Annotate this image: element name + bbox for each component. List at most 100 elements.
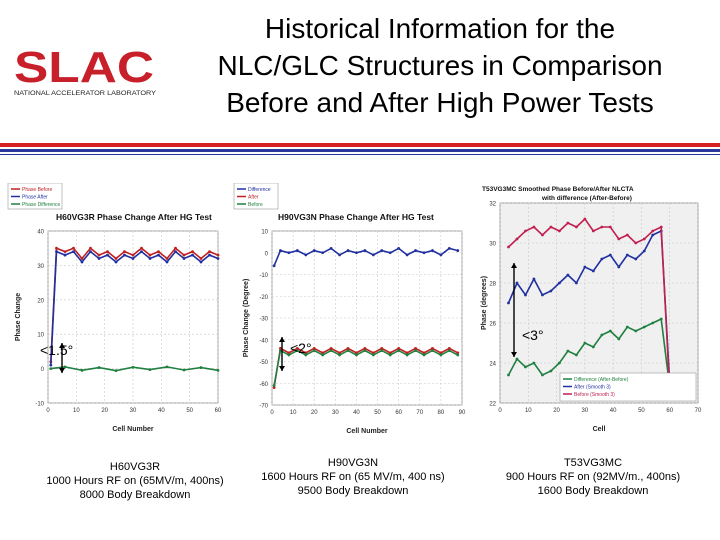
data-point [574,281,578,285]
data-point [439,351,443,355]
data-point [106,250,109,254]
data-point [608,225,612,229]
data-point [642,237,646,241]
data-point [89,246,92,250]
data-point [583,217,587,221]
title-line-2: NLC/GLC Structures in Comparison [217,50,663,81]
data-point [583,265,587,269]
x-tick-label: 10 [525,408,532,414]
legend-entry: Phase Before [22,187,53,193]
data-point [397,349,401,353]
data-point [507,373,510,377]
caption-h90vg3n-line-1: H90VG3N [327,457,379,469]
y-tick-label: 20 [37,298,44,304]
data-point [651,233,655,237]
legend-box [559,372,697,402]
data-point [659,317,663,321]
y-tick-label: 26 [489,322,496,328]
data-point [329,347,333,350]
data-point [456,249,460,252]
legend-entry: Difference (After-Before) [574,377,629,383]
data-point [312,347,316,350]
data-point [295,349,299,353]
caption-h60vg3r: H60VG3R 1000 Hours RF on (65MV/m, 400ns)… [30,460,240,502]
annotation-label: <2° [290,340,312,356]
data-point [165,260,169,264]
data-point [114,260,118,264]
data-point [272,384,276,387]
x-tick-label: 90 [459,410,466,416]
data-point [447,247,451,250]
x-tick-label: 0 [46,408,50,414]
y-tick-label: 22 [489,402,496,408]
data-point [558,361,561,365]
divider-band-blue [0,149,720,152]
y-tick-label: 30 [489,242,496,248]
data-point [549,225,553,229]
data-point [566,349,570,353]
data-point [338,351,341,355]
x-tick-label: 20 [553,408,560,414]
data-point [55,250,58,254]
annotation-arrowhead-down [279,366,285,371]
data-point [123,253,126,257]
annotation-arrowhead-down [511,352,517,357]
data-point [355,353,358,357]
data-point [89,250,92,254]
data-point [72,250,75,254]
data-point [157,253,160,257]
y-tick-label: 30 [37,264,44,270]
data-point [216,257,220,260]
data-point [456,353,460,357]
data-point [304,351,308,355]
chart-title: H60VG3R Phase Change After HG Test [56,212,212,222]
data-point [625,253,629,257]
data-point [642,249,646,253]
series-line [507,217,671,392]
data-point [515,357,519,361]
data-point [414,249,417,252]
legend-entry: Before [248,202,263,208]
y-axis-label: Phase (degrees) [481,276,488,330]
data-point [651,321,655,325]
annotation-arrowhead-up [511,263,517,268]
plot-area [271,230,463,406]
data-point [439,353,443,357]
y-tick-label: -60 [259,382,268,388]
data-point [182,368,186,372]
data-point [148,257,152,260]
data-point [174,246,177,250]
data-point [165,257,169,260]
data-point [80,257,84,260]
slac-logo-subtext: NATIONAL ACCELERATOR LABORATORY [14,90,156,97]
data-point [199,260,203,264]
data-point [329,349,333,353]
data-point [157,250,160,254]
data-point [279,249,282,252]
divider-band-red [0,143,720,147]
caption-h90vg3n-line-3: 9500 Body Breakdown [297,485,409,497]
x-tick-label: 80 [438,410,445,416]
title-line-3: Before and After High Power Tests [226,87,654,118]
data-point [355,351,358,355]
data-point [549,289,553,293]
data-point [191,250,194,254]
data-point [114,369,118,373]
data-point [321,251,325,255]
data-point [625,233,629,237]
data-point [49,363,53,367]
y-tick-label: 40 [37,230,44,236]
data-point [346,249,350,252]
data-point [380,347,384,350]
data-point [363,347,367,350]
data-point [182,257,186,260]
data-point [355,251,358,255]
data-point [312,349,316,353]
data-point [371,351,375,355]
x-tick-label: 0 [270,410,274,416]
data-point [295,249,299,252]
data-point [49,367,53,370]
data-point [97,366,101,369]
data-point [199,257,203,260]
data-point [515,237,519,241]
